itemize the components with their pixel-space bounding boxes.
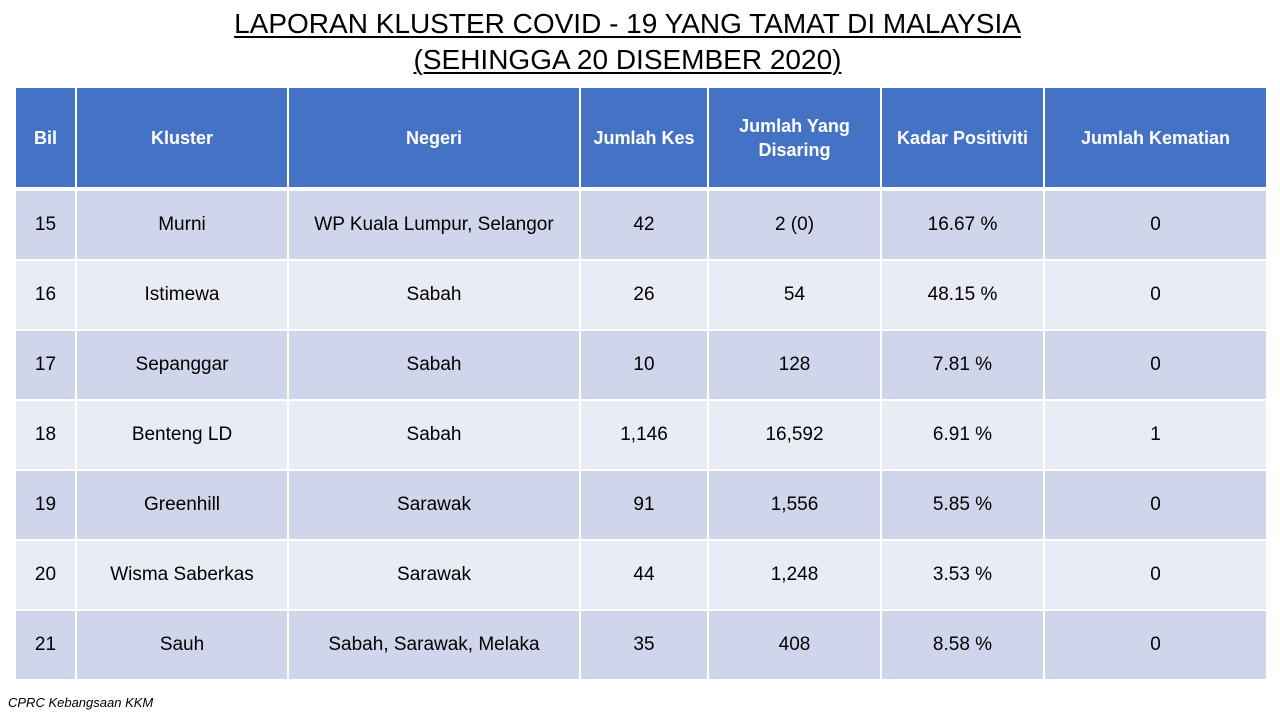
cell-negeri: Sabah, Sarawak, Melaka bbox=[289, 611, 581, 681]
cell-jumlah-disaring: 1,248 bbox=[709, 541, 882, 611]
cell-kadar-positiviti: 3.53 % bbox=[882, 541, 1045, 611]
table-row: 15 Murni WP Kuala Lumpur, Selangor 42 2 … bbox=[16, 191, 1266, 261]
cell-bil: 18 bbox=[16, 401, 77, 471]
header-row: Bil Kluster Negeri Jumlah Kes Jumlah Yan… bbox=[16, 88, 1266, 191]
cell-kadar-positiviti: 48.15 % bbox=[882, 261, 1045, 331]
cell-jumlah-disaring: 1,556 bbox=[709, 471, 882, 541]
cell-bil: 17 bbox=[16, 331, 77, 401]
cell-bil: 21 bbox=[16, 611, 77, 681]
cell-kluster: Wisma Saberkas bbox=[77, 541, 289, 611]
header-negeri: Negeri bbox=[289, 88, 581, 191]
cell-jumlah-kes: 26 bbox=[581, 261, 709, 331]
cell-bil: 20 bbox=[16, 541, 77, 611]
title-line-2: (SEHINGGA 20 DISEMBER 2020) bbox=[413, 44, 842, 75]
cell-kluster: Benteng LD bbox=[77, 401, 289, 471]
title-line-1: LAPORAN KLUSTER COVID - 19 YANG TAMAT DI… bbox=[234, 8, 1021, 39]
cell-negeri: Sabah bbox=[289, 331, 581, 401]
table-row: 21 Sauh Sabah, Sarawak, Melaka 35 408 8.… bbox=[16, 611, 1266, 681]
source-footer: CPRC Kebangsaan KKM bbox=[8, 695, 154, 710]
cell-kadar-positiviti: 8.58 % bbox=[882, 611, 1045, 681]
cell-jumlah-kematian: 0 bbox=[1045, 611, 1266, 681]
table-row: 18 Benteng LD Sabah 1,146 16,592 6.91 % … bbox=[16, 401, 1266, 471]
cell-jumlah-disaring: 54 bbox=[709, 261, 882, 331]
cell-jumlah-kes: 91 bbox=[581, 471, 709, 541]
cell-kadar-positiviti: 5.85 % bbox=[882, 471, 1045, 541]
cell-bil: 19 bbox=[16, 471, 77, 541]
cell-jumlah-disaring: 408 bbox=[709, 611, 882, 681]
cell-jumlah-disaring: 16,592 bbox=[709, 401, 882, 471]
header-bil: Bil bbox=[16, 88, 77, 191]
cell-jumlah-kematian: 0 bbox=[1045, 541, 1266, 611]
cell-kluster: Greenhill bbox=[77, 471, 289, 541]
cell-jumlah-kematian: 0 bbox=[1045, 471, 1266, 541]
header-kluster: Kluster bbox=[77, 88, 289, 191]
cell-jumlah-kes: 44 bbox=[581, 541, 709, 611]
cell-negeri: Sabah bbox=[289, 261, 581, 331]
cell-kluster: Istimewa bbox=[77, 261, 289, 331]
cell-negeri: Sarawak bbox=[289, 541, 581, 611]
header-jumlah-kes: Jumlah Kes bbox=[581, 88, 709, 191]
cell-jumlah-kematian: 0 bbox=[1045, 331, 1266, 401]
cell-jumlah-kematian: 0 bbox=[1045, 261, 1266, 331]
cell-jumlah-kematian: 0 bbox=[1045, 191, 1266, 261]
cell-bil: 15 bbox=[16, 191, 77, 261]
cell-jumlah-kes: 10 bbox=[581, 331, 709, 401]
table-row: 19 Greenhill Sarawak 91 1,556 5.85 % 0 bbox=[16, 471, 1266, 541]
cell-jumlah-disaring: 128 bbox=[709, 331, 882, 401]
cluster-table: Bil Kluster Negeri Jumlah Kes Jumlah Yan… bbox=[16, 88, 1266, 681]
table-row: 20 Wisma Saberkas Sarawak 44 1,248 3.53 … bbox=[16, 541, 1266, 611]
cell-kluster: Murni bbox=[77, 191, 289, 261]
header-jumlah-disaring: Jumlah Yang Disaring bbox=[709, 88, 882, 191]
cell-kadar-positiviti: 16.67 % bbox=[882, 191, 1045, 261]
cell-jumlah-kes: 1,146 bbox=[581, 401, 709, 471]
table-row: 17 Sepanggar Sabah 10 128 7.81 % 0 bbox=[16, 331, 1266, 401]
table-row: 16 Istimewa Sabah 26 54 48.15 % 0 bbox=[16, 261, 1266, 331]
cell-jumlah-kematian: 1 bbox=[1045, 401, 1266, 471]
report-title: LAPORAN KLUSTER COVID - 19 YANG TAMAT DI… bbox=[0, 6, 1255, 78]
cell-negeri: Sarawak bbox=[289, 471, 581, 541]
cell-kluster: Sepanggar bbox=[77, 331, 289, 401]
cell-jumlah-kes: 42 bbox=[581, 191, 709, 261]
header-jumlah-kematian: Jumlah Kematian bbox=[1045, 88, 1266, 191]
cell-jumlah-disaring: 2 (0) bbox=[709, 191, 882, 261]
cell-jumlah-kes: 35 bbox=[581, 611, 709, 681]
cell-negeri: Sabah bbox=[289, 401, 581, 471]
cell-bil: 16 bbox=[16, 261, 77, 331]
cell-kluster: Sauh bbox=[77, 611, 289, 681]
cell-negeri: WP Kuala Lumpur, Selangor bbox=[289, 191, 581, 261]
cell-kadar-positiviti: 7.81 % bbox=[882, 331, 1045, 401]
cell-kadar-positiviti: 6.91 % bbox=[882, 401, 1045, 471]
header-kadar-positiviti: Kadar Positiviti bbox=[882, 88, 1045, 191]
